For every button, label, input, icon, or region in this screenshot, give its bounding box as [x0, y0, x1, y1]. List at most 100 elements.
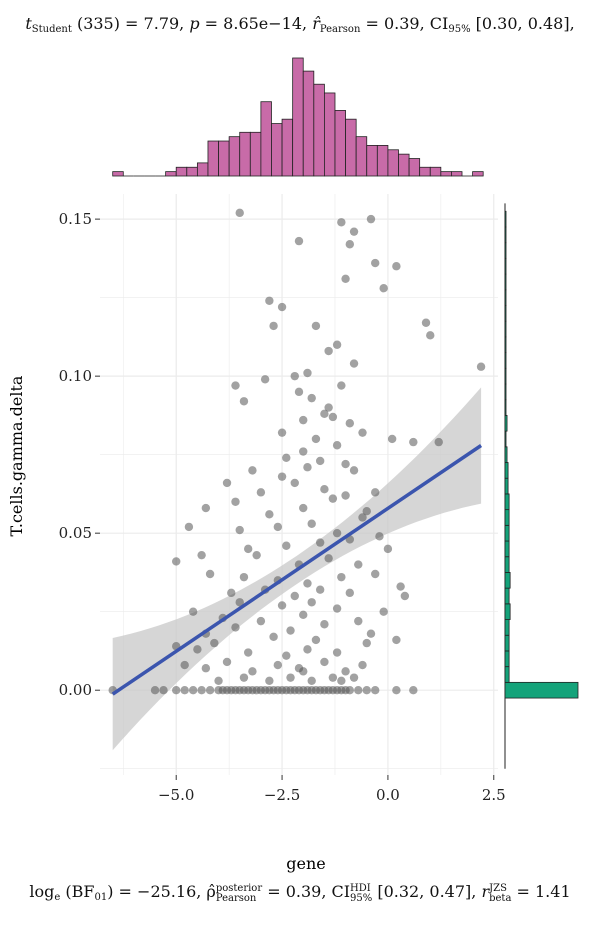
data-point [277, 302, 287, 312]
x-tick-label: 2.5 [482, 786, 506, 804]
rbeta-subscript: beta [489, 893, 512, 904]
data-point [222, 657, 232, 667]
r-symbol: r̂ [312, 14, 320, 33]
x-histogram-bar [281, 118, 294, 177]
data-point [362, 638, 371, 648]
data-point [201, 503, 211, 513]
bf-rest: ) = −25.16, [107, 882, 207, 901]
data-point [311, 321, 321, 331]
data-point [188, 607, 198, 616]
data-point [239, 397, 249, 406]
bf-subscript: 01 [94, 892, 108, 903]
data-point [172, 557, 181, 566]
bf-text: (BF [60, 882, 95, 901]
data-point [392, 635, 401, 645]
data-point [290, 591, 299, 601]
points-layer [108, 208, 486, 695]
y-histogram-bar [504, 305, 507, 322]
data-point [311, 635, 321, 645]
log-subscript: e [54, 892, 61, 903]
y-histogram-bar [504, 320, 507, 338]
data-point [349, 673, 359, 682]
data-point [303, 579, 312, 588]
rho-subscript: Pearson [215, 893, 257, 904]
data-point [231, 623, 240, 632]
data-point [290, 478, 299, 488]
data-point [320, 620, 329, 629]
t-subscript: Student [31, 24, 72, 35]
data-point [332, 528, 342, 538]
y-histogram-bar [504, 210, 507, 228]
y-histogram-bar [504, 462, 509, 479]
regression-line [111, 444, 483, 696]
data-point [273, 522, 283, 532]
data-point [269, 632, 278, 642]
regression-line-layer [111, 444, 483, 696]
x-histogram-bar [292, 57, 304, 177]
ci-scripts: HDI 95% [350, 884, 372, 904]
x-histogram-bar [218, 140, 230, 177]
data-point [273, 660, 283, 670]
ci-subscript: 95% [350, 893, 373, 904]
data-point [341, 667, 350, 676]
y-histogram-bar [504, 509, 510, 526]
data-point [239, 572, 249, 582]
data-point [303, 645, 312, 654]
y-histogram-bar [504, 619, 510, 636]
y-histogram-bar [504, 367, 507, 385]
data-point [324, 346, 333, 356]
data-point [345, 419, 355, 428]
x-histogram-bar [345, 118, 357, 177]
data-point [286, 626, 295, 635]
x-histogram-bar [408, 158, 421, 177]
x-histogram-bar [398, 153, 410, 177]
y-tick-label: 0.00 [59, 681, 92, 699]
data-point [235, 598, 244, 607]
data-point [184, 522, 194, 532]
data-point [332, 441, 342, 450]
x-histogram-bar [451, 171, 463, 177]
data-point [400, 591, 410, 601]
ci-subscript: 95% [448, 24, 471, 35]
data-point [349, 466, 359, 475]
data-point [256, 488, 266, 497]
x-histogram-bar [355, 136, 368, 177]
x-histogram-bar [260, 101, 272, 177]
data-point [354, 616, 363, 626]
data-point [324, 554, 333, 563]
data-point [180, 686, 189, 695]
y-histogram-bar [504, 572, 511, 589]
data-point [409, 686, 418, 695]
data-point [159, 686, 168, 695]
x-histogram-bar [302, 70, 315, 177]
y-histogram-bar [504, 383, 507, 401]
data-point [315, 585, 325, 594]
data-point [345, 686, 355, 695]
data-point [315, 456, 325, 466]
x-histogram-bar [196, 162, 209, 177]
y-histogram-bar [504, 446, 508, 463]
data-point [320, 409, 329, 419]
data-point [205, 686, 215, 695]
data-point [307, 598, 316, 607]
data-point [303, 368, 312, 378]
data-point [337, 676, 346, 685]
data-point [243, 544, 253, 554]
y-tick-label: 0.10 [59, 367, 92, 385]
data-point [239, 673, 249, 682]
data-point [371, 258, 380, 268]
x-histogram-bar [239, 131, 251, 177]
y-histogram-bar [504, 524, 510, 542]
data-point [265, 296, 274, 305]
data-point [294, 387, 304, 397]
y-histogram-bar [504, 430, 507, 448]
x-histogram-bar [207, 140, 219, 177]
x-histogram-bar [324, 92, 336, 177]
data-point [294, 236, 304, 246]
data-point [286, 673, 295, 682]
x-tick-label: −2.5 [264, 786, 300, 804]
data-point [172, 686, 181, 695]
data-point [180, 660, 189, 670]
y-histogram [504, 203, 579, 769]
data-point [231, 497, 240, 506]
